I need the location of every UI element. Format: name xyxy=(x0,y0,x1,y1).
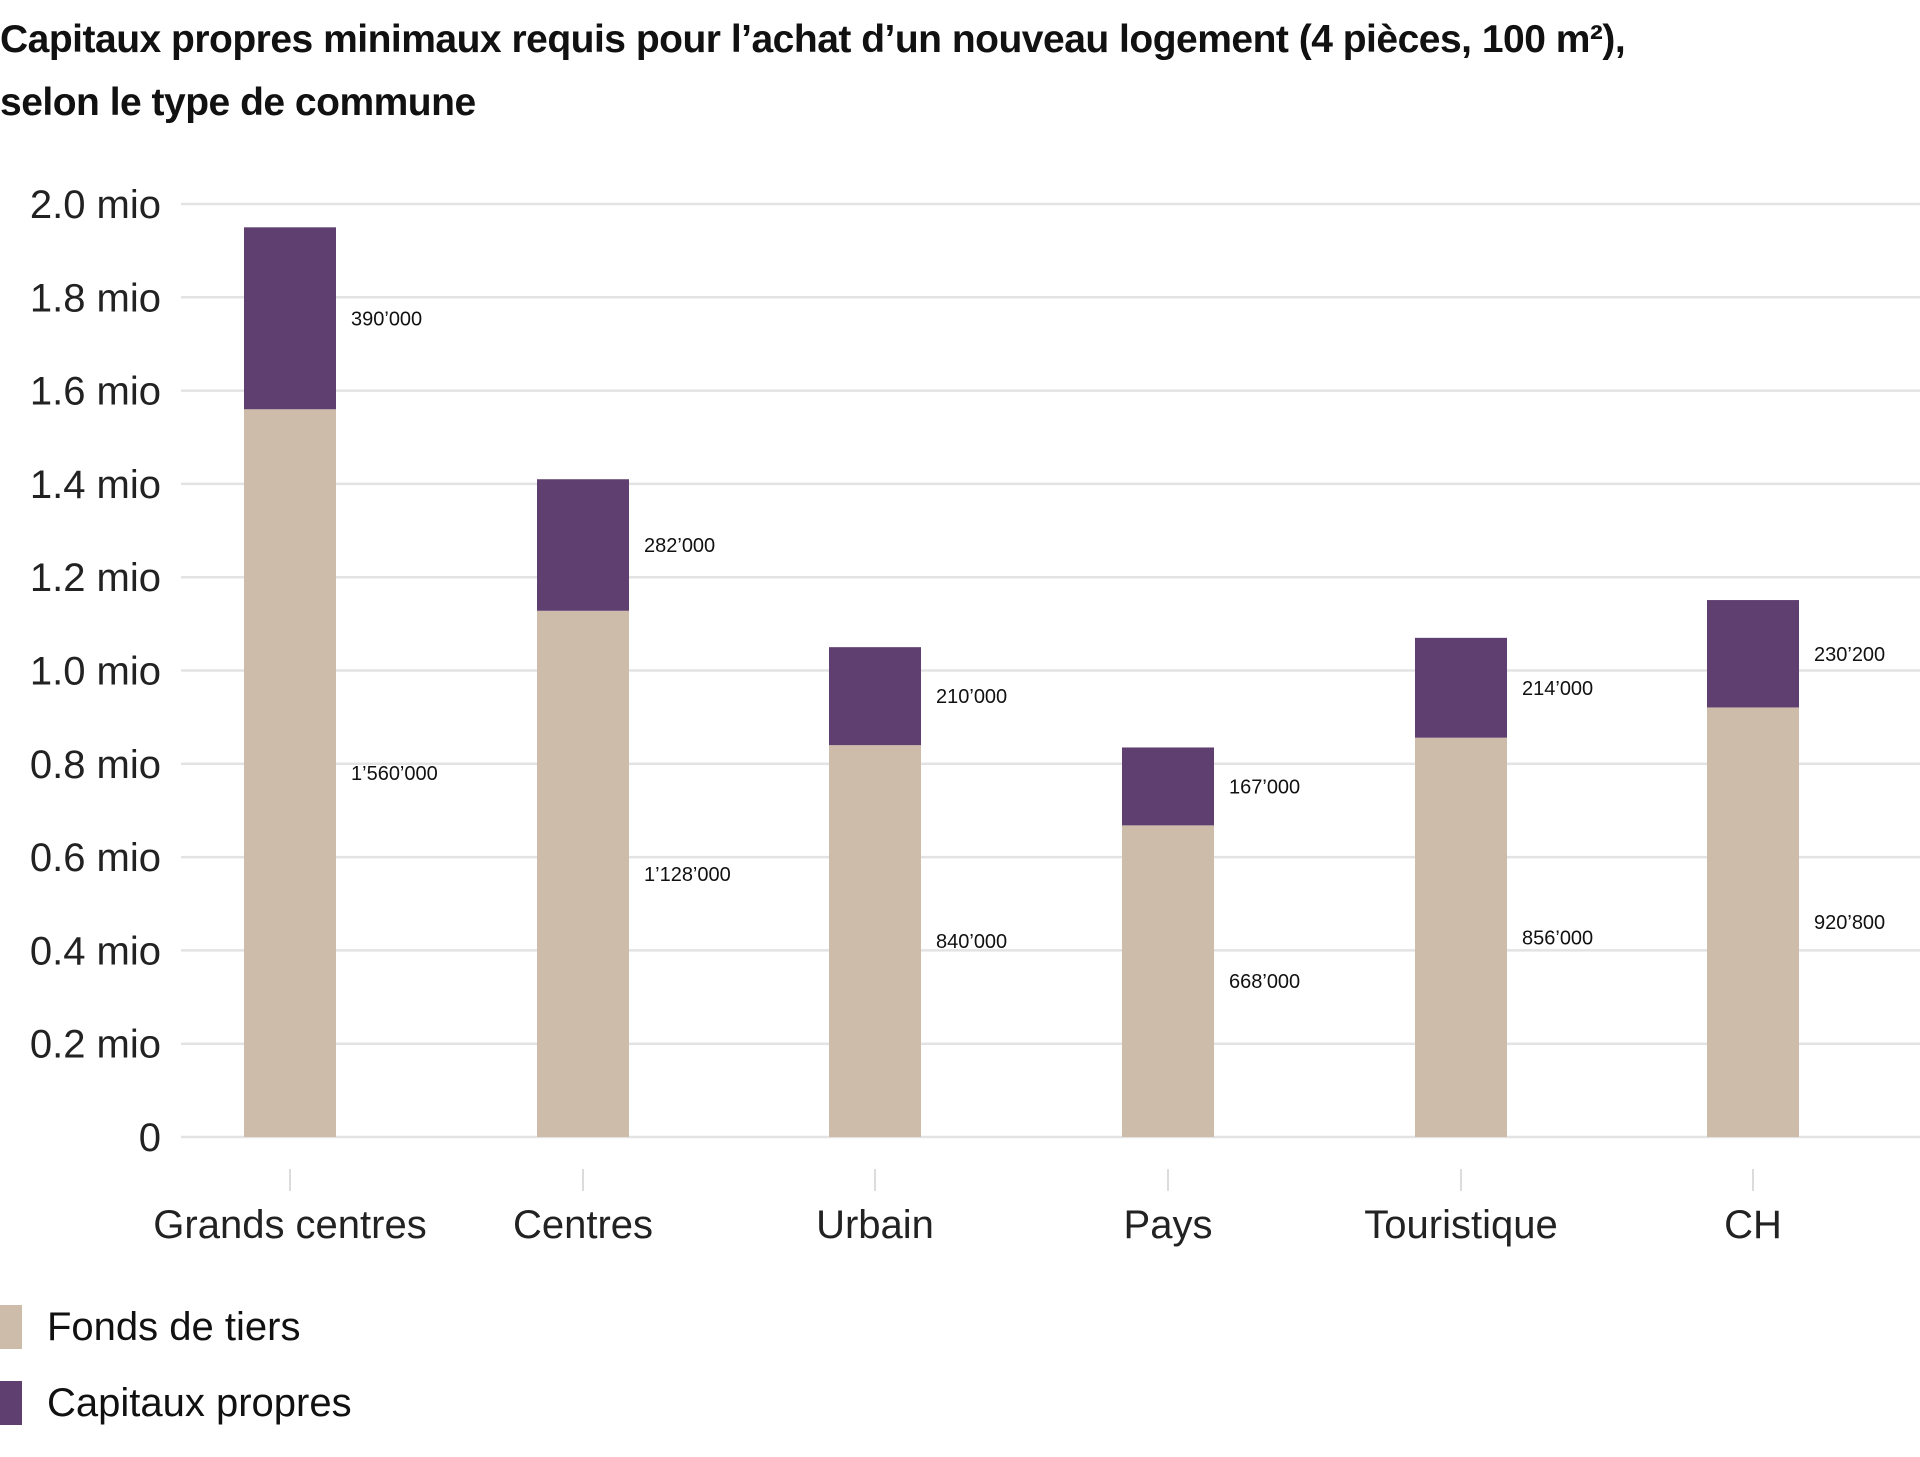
x-tick-label: Urbain xyxy=(816,1203,934,1247)
data-label: 1’560’000 xyxy=(351,763,438,785)
data-label: 282’000 xyxy=(644,535,715,557)
bar-segment-capitaux-propres xyxy=(829,647,921,746)
bar-segment-capitaux-propres xyxy=(1415,637,1507,738)
bar-segment-capitaux-propres xyxy=(1122,747,1214,826)
y-tick-label: 2.0 mio xyxy=(30,183,161,227)
legend-label: Capitaux propres xyxy=(47,1380,352,1425)
chart-title-line-2: selon le type de commune xyxy=(0,81,476,124)
y-tick-label: 0.8 mio xyxy=(30,743,161,787)
data-label: 230’200 xyxy=(1814,644,1885,666)
y-tick-label: 0.2 mio xyxy=(30,1023,161,1067)
data-label: 210’000 xyxy=(936,686,1007,708)
legend-label: Fonds de tiers xyxy=(47,1304,301,1349)
x-tick-label: Grands centres xyxy=(153,1203,426,1247)
y-tick-label: 0.4 mio xyxy=(30,929,161,973)
y-tick-label: 0.6 mio xyxy=(30,836,161,880)
x-tick-label: Pays xyxy=(1124,1203,1213,1247)
y-tick-label: 0 xyxy=(139,1116,161,1160)
y-tick-label: 1.2 mio xyxy=(30,556,161,600)
x-tick-label: CH xyxy=(1724,1203,1782,1247)
y-tick-label: 1.6 mio xyxy=(30,370,161,414)
chart-title: Capitaux propres minimaux requis pour l’… xyxy=(0,8,1920,134)
y-tick-label: 1.8 mio xyxy=(30,276,161,320)
legend-item-capitaux-propres: Capitaux propres xyxy=(0,1381,352,1425)
bar-segment-fonds-de-tiers xyxy=(244,409,336,1137)
bar-segment-fonds-de-tiers xyxy=(1122,825,1214,1137)
data-label: 390’000 xyxy=(351,308,422,330)
y-tick-label: 1.4 mio xyxy=(30,463,161,507)
legend-swatch-fonds-de-tiers xyxy=(0,1305,22,1349)
data-label: 214’000 xyxy=(1522,678,1593,700)
bar-segment-fonds-de-tiers xyxy=(1707,707,1799,1137)
bar-segment-capitaux-propres xyxy=(1707,600,1799,708)
bar-segment-capitaux-propres xyxy=(244,227,336,410)
legend-item-fonds-de-tiers: Fonds de tiers xyxy=(0,1305,352,1349)
data-label: 920’800 xyxy=(1814,912,1885,934)
legend: Fonds de tiers Capitaux propres xyxy=(0,1305,352,1457)
data-label: 1’128’000 xyxy=(644,864,731,886)
data-label: 840’000 xyxy=(936,931,1007,953)
bar-segment-fonds-de-tiers xyxy=(537,610,629,1137)
bar-segment-fonds-de-tiers xyxy=(829,745,921,1137)
data-label: 668’000 xyxy=(1229,971,1300,993)
chart-title-line-1: Capitaux propres minimaux requis pour l’… xyxy=(0,18,1626,61)
data-label: 856’000 xyxy=(1522,927,1593,949)
x-tick-label: Touristique xyxy=(1364,1203,1557,1247)
y-tick-label: 1.0 mio xyxy=(30,650,161,694)
bar-segment-fonds-de-tiers xyxy=(1415,737,1507,1137)
data-label: 167’000 xyxy=(1229,776,1300,798)
bar-segment-capitaux-propres xyxy=(537,479,629,611)
x-tick-label: Centres xyxy=(513,1203,653,1247)
legend-swatch-capitaux-propres xyxy=(0,1381,22,1425)
